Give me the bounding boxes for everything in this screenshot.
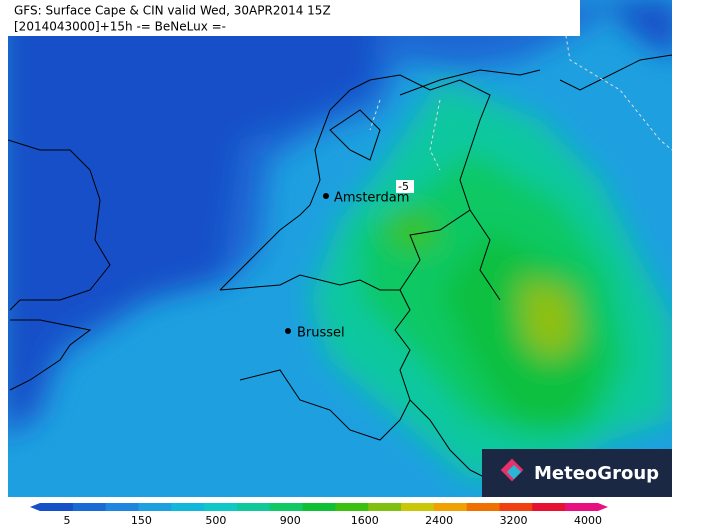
legend-tick-label: 500 [205,514,226,526]
legend-swatch [138,503,172,511]
legend-swatch [72,503,107,511]
legend-tick-label: 5 [64,514,71,526]
legend-tick-label: 1600 [351,514,379,526]
legend-swatch [335,503,369,511]
city-dot [285,328,291,334]
header-box [8,0,580,36]
city-label: Brussel [297,326,345,341]
legend-swatch [236,503,271,511]
cape-field [8,0,672,497]
legend-swatch [401,503,435,511]
legend-swatch [269,503,304,511]
legend-swatch [466,503,501,511]
contour-label: -5 [398,180,409,193]
legend-tick-label: 150 [131,514,152,526]
country-border-dashed [369,0,672,171]
city-label: Amsterdam [334,191,409,206]
header-line: [2014043000]+15h -= BeNeLux =- [14,20,226,34]
legend-swatch [499,503,533,511]
legend-tick-label: 2400 [425,514,453,526]
legend-tick-label: 4000 [574,514,602,526]
legend-swatch [368,503,402,511]
coastlines [8,54,672,481]
legend-swatch [40,503,74,511]
legend-swatch [171,503,205,511]
logo-icon [506,464,522,480]
legend-tick-label: 3200 [500,514,528,526]
legend-swatch [532,503,566,511]
contour-label-box [396,180,414,193]
city-dot [323,193,329,199]
legend-tick-label: 900 [280,514,301,526]
legend-swatch [204,503,238,511]
legend-swatch [302,503,336,511]
legend-swatch [565,503,599,511]
legend-swatch [105,503,139,511]
legend-arrow [598,503,608,511]
legend-swatch [433,503,468,511]
logo-text: MeteoGroup [534,463,659,484]
legend-arrow [30,503,40,511]
header-line: GFS: Surface Cape & CIN valid Wed, 30APR… [14,4,331,18]
